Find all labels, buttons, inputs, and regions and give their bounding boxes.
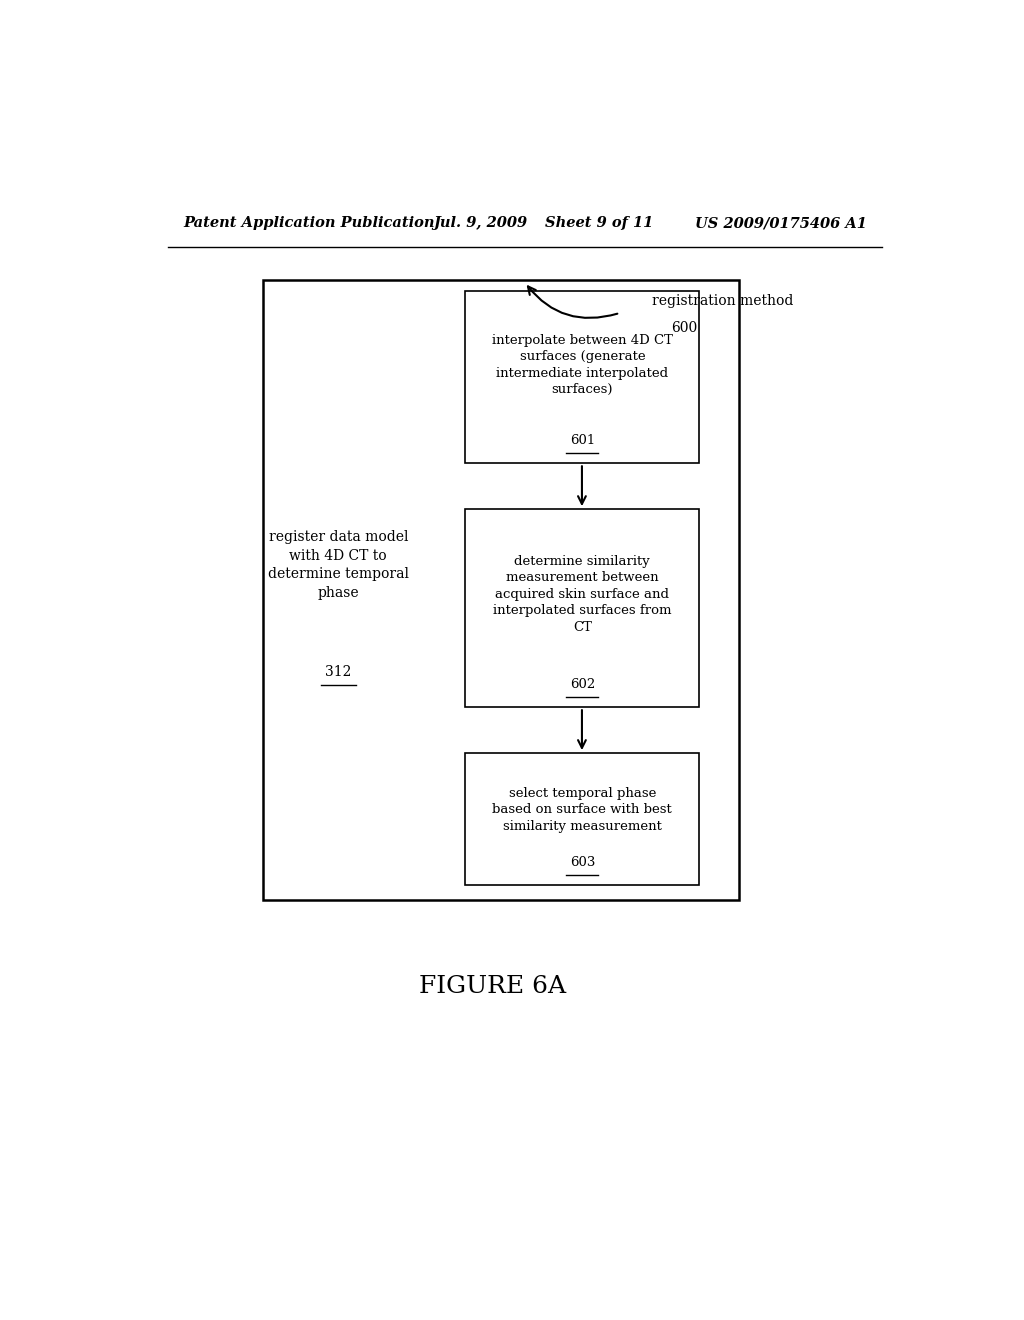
Text: US 2009/0175406 A1: US 2009/0175406 A1: [695, 216, 867, 231]
Text: register data model
with 4D CT to
determine temporal
phase: register data model with 4D CT to determ…: [268, 531, 409, 599]
Text: select temporal phase
based on surface with best
similarity measurement: select temporal phase based on surface w…: [493, 787, 672, 833]
Text: 600: 600: [672, 321, 698, 335]
Text: registration method: registration method: [652, 293, 794, 308]
Bar: [465, 510, 699, 708]
Text: Jul. 9, 2009: Jul. 9, 2009: [433, 216, 527, 231]
Text: 602: 602: [569, 678, 595, 692]
Text: determine similarity
measurement between
acquired skin surface and
interpolated : determine similarity measurement between…: [494, 554, 672, 634]
Text: interpolate between 4D CT
surfaces (generate
intermediate interpolated
surfaces): interpolate between 4D CT surfaces (gene…: [492, 334, 673, 396]
Text: 601: 601: [569, 434, 595, 447]
Bar: [465, 752, 699, 886]
Text: 312: 312: [325, 665, 351, 678]
Text: Patent Application Publication: Patent Application Publication: [183, 216, 435, 231]
Text: Sheet 9 of 11: Sheet 9 of 11: [545, 216, 653, 231]
Bar: [465, 290, 699, 463]
Text: 603: 603: [569, 857, 595, 870]
Bar: [263, 280, 739, 900]
Text: FIGURE 6A: FIGURE 6A: [420, 975, 566, 998]
